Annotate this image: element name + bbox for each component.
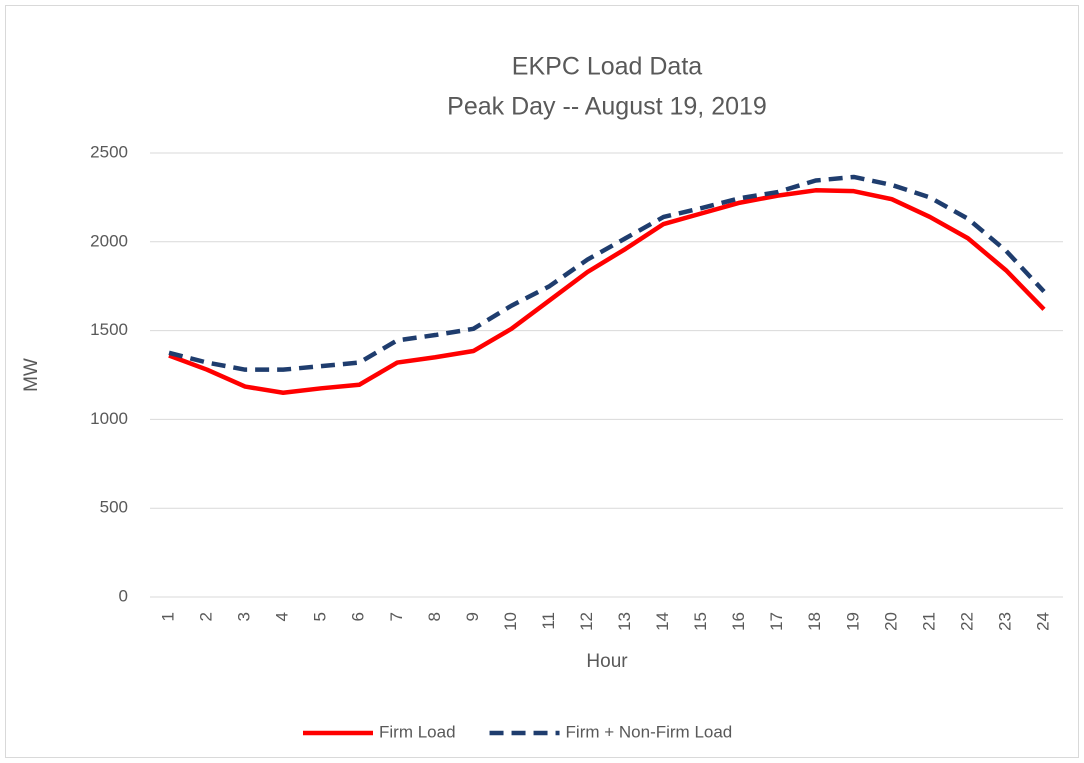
x-tick-label: 5: [311, 612, 330, 621]
chart-subtitle: Peak Day -- August 19, 2019: [447, 93, 767, 121]
series-line: [168, 188, 1046, 396]
x-tick-label: 24: [1033, 612, 1052, 631]
x-tick-label: 4: [273, 612, 292, 621]
x-tick-label: 2: [197, 612, 216, 621]
y-tick-label: 1000: [90, 409, 128, 428]
y-tick-label: 1500: [90, 320, 128, 339]
x-tick-label: 7: [387, 612, 406, 621]
y-tick-label: 0: [119, 586, 128, 605]
series-line: [168, 174, 1046, 372]
x-tick-label: 19: [843, 612, 862, 631]
x-axis-label: Hour: [586, 651, 628, 672]
x-tick-label: 12: [577, 612, 596, 631]
x-tick-label: 14: [653, 612, 672, 631]
x-tick-label: 18: [805, 612, 824, 631]
x-tick-label: 1: [159, 612, 178, 621]
x-tick-label: 10: [501, 612, 520, 631]
x-tick-label: 9: [463, 612, 482, 621]
x-tick-label: 16: [729, 612, 748, 631]
x-tick-label: 23: [995, 612, 1014, 631]
legend-label: Firm + Non-Firm Load: [566, 722, 733, 741]
x-tick-label: 22: [957, 612, 976, 631]
legend-label: Firm Load: [379, 722, 456, 741]
x-tick-label: 15: [691, 612, 710, 631]
x-tick-label: 8: [425, 612, 444, 621]
chart-border: [5, 5, 1079, 758]
x-tick-label: 13: [615, 612, 634, 631]
y-axis-label: MW: [21, 358, 42, 392]
y-tick-label: 500: [100, 498, 128, 517]
x-tick-label: 3: [235, 612, 254, 621]
y-tick-label: 2000: [90, 231, 128, 250]
chart-title: EKPC Load Data: [512, 53, 702, 81]
x-tick-label: 11: [539, 612, 558, 630]
x-tick-label: 6: [349, 612, 368, 621]
x-tick-label: 20: [881, 612, 900, 631]
x-tick-label: 17: [767, 612, 786, 631]
y-tick-label: 2500: [90, 142, 128, 161]
x-tick-label: 21: [919, 612, 938, 631]
